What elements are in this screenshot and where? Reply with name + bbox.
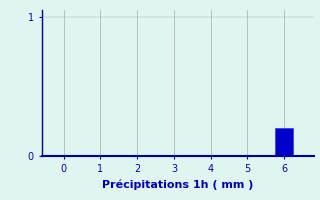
Bar: [275, 128, 293, 156]
X-axis label: Précipitations 1h ( mm ): Précipitations 1h ( mm ): [102, 179, 253, 190]
